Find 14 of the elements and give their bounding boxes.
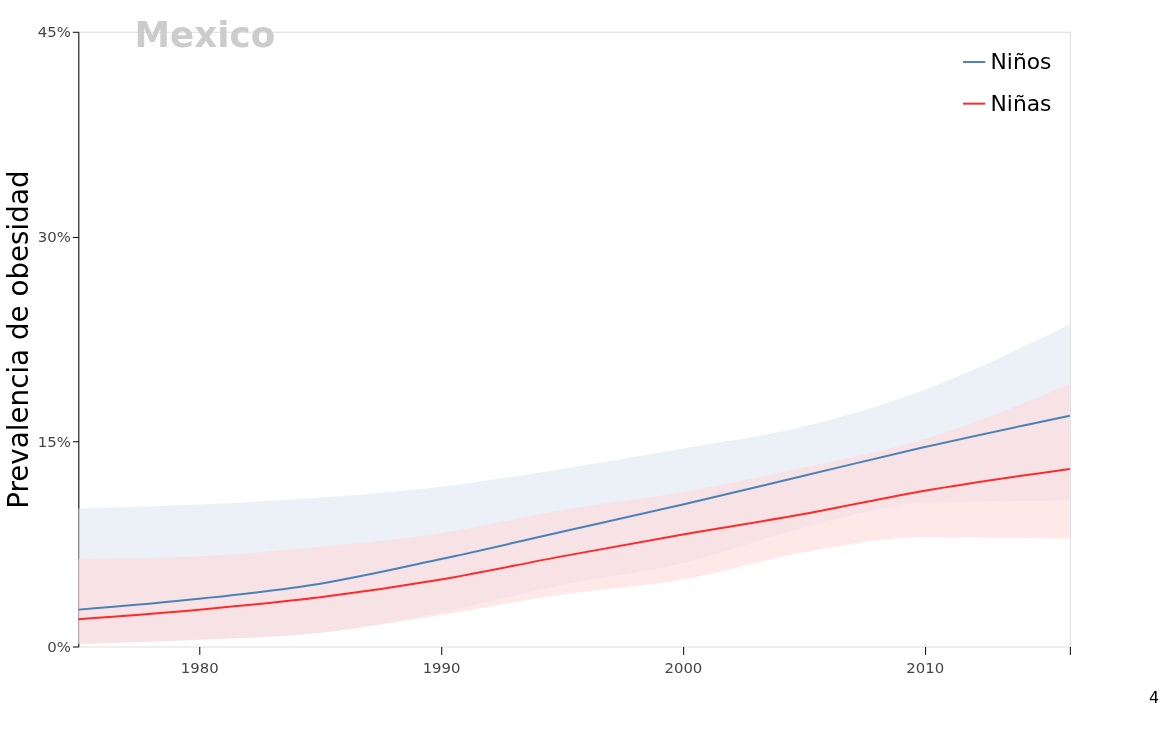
y-tick-label: 30%	[37, 228, 71, 247]
line-series	[77, 414, 1071, 611]
legend-label: Niños	[990, 48, 1052, 74]
x-tick-label: 1980	[180, 658, 219, 677]
line-series	[77, 467, 1071, 621]
y-tick-label: 15%	[37, 433, 71, 452]
x-tick-label: 2000	[664, 658, 703, 677]
y-tick-label: 0%	[47, 637, 71, 656]
y-tick-label: 45%	[37, 23, 71, 42]
x-tick-label: 2010	[906, 658, 945, 677]
legend-label: Niñas	[990, 90, 1052, 116]
text: 4	[1148, 688, 1160, 708]
y-axis-title: Prevalencia de obesidad	[1, 170, 35, 509]
x-tick-label: 1990	[422, 658, 461, 677]
